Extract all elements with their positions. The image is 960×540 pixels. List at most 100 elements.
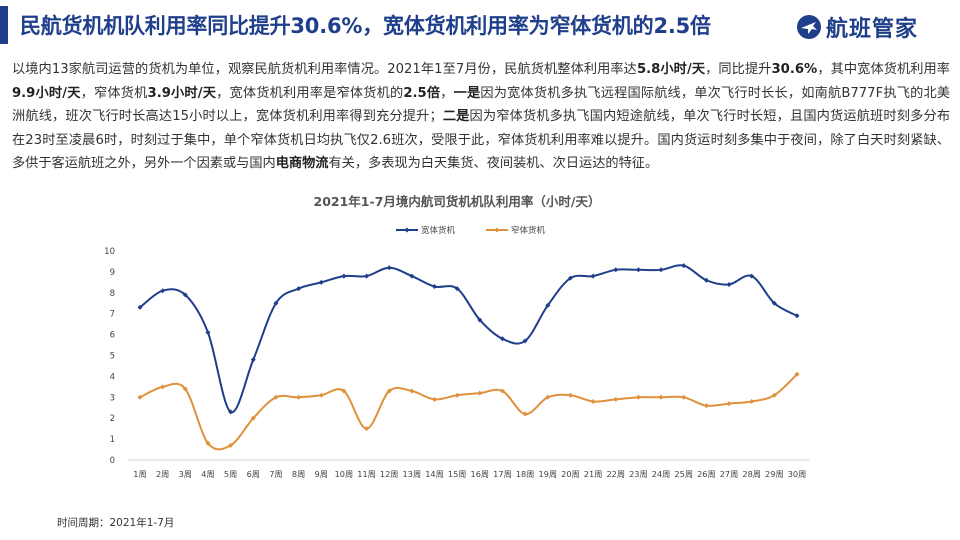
x-tick-label: 10周 [335, 469, 354, 479]
logo-text: 航班管家 [826, 17, 919, 42]
x-tick-label: 23周 [629, 469, 648, 479]
paragraph-highlight: 5.8小时/天 [636, 62, 706, 77]
y-tick-label: 8 [110, 289, 115, 299]
legend-marker [404, 227, 410, 233]
chart-title: 2021年1-7月境内航司货机机队利用率（小时/天） [314, 194, 601, 209]
data-point [794, 313, 800, 319]
x-tick-label: 16周 [471, 469, 490, 479]
data-point [590, 273, 596, 279]
description-paragraph: 以境内13家航司运营的货机为单位，观察民航货机利用率情况。2021年1至7月份，… [12, 58, 950, 176]
legend-marker [494, 227, 500, 233]
paragraph-highlight: 二是 [442, 109, 470, 124]
data-point [160, 288, 166, 294]
data-point [160, 384, 166, 390]
paragraph-highlight: 30.6% [771, 62, 818, 77]
data-point [703, 403, 709, 409]
paragraph-text: ，宽体货机利用率是窄体货机的 [216, 85, 404, 101]
x-tick-label: 3周 [179, 469, 192, 479]
title-accent-bar [0, 6, 8, 44]
data-point [499, 336, 505, 342]
data-point [613, 267, 619, 273]
data-point [522, 338, 528, 344]
data-point [296, 286, 302, 292]
paragraph-text: 以境内13家航司运营的货机为单位，观察民航货机利用率情况。2021年1至7月份，… [12, 62, 637, 77]
x-tick-label: 13周 [403, 469, 422, 479]
x-tick-label: 28周 [742, 469, 761, 479]
data-point [341, 388, 347, 394]
data-point [364, 426, 370, 432]
x-tick-label: 18周 [516, 469, 535, 479]
x-tick-label: 8周 [292, 469, 305, 479]
x-tick-label: 14周 [425, 469, 444, 479]
data-point [454, 286, 460, 292]
y-axis: 0 1 2 3 4 5 6 7 8 9 10 [104, 247, 115, 466]
data-point [726, 401, 732, 407]
y-tick-label: 5 [110, 352, 115, 362]
data-point [205, 440, 211, 446]
x-tick-label: 5周 [224, 469, 237, 479]
data-point [454, 392, 460, 398]
data-point [590, 398, 596, 404]
page-title: 民航货机机队利用率同比提升30.6%，宽体货机利用率为窄体货机的2.5倍 [20, 14, 711, 38]
data-point [318, 279, 324, 285]
data-point [409, 273, 415, 279]
data-point [567, 275, 573, 281]
x-tick-label: 20周 [561, 469, 580, 479]
data-point [681, 394, 687, 400]
x-tick-label: 12周 [380, 469, 399, 479]
utilization-line-chart: 2021年1-7月境内航司货机机队利用率（小时/天） 宽体货机 窄体货机 0123… [104, 194, 809, 479]
x-tick-label: 7周 [269, 469, 282, 479]
chart-series [137, 263, 800, 451]
data-point [296, 394, 302, 400]
data-point [771, 392, 777, 398]
time-period-note: 时间周期：2021年1-7月 [57, 517, 175, 529]
series-line-2 [139, 373, 798, 451]
data-point [228, 409, 234, 415]
paragraph-highlight: 9.9小时/天 [12, 85, 81, 101]
data-point [635, 394, 641, 400]
data-point [499, 388, 505, 394]
data-point [273, 394, 279, 400]
paragraph-text: 有关，多表现为白天集货、夜间装机、次日运达的特征。 [328, 156, 659, 171]
x-tick-label: 1周 [133, 469, 146, 479]
data-point [477, 390, 483, 396]
y-tick-label: 10 [104, 247, 115, 257]
data-point [182, 386, 188, 392]
data-point [726, 281, 732, 287]
data-point [681, 263, 687, 269]
plane-logo-icon [797, 15, 821, 39]
data-point [386, 265, 392, 271]
brand-logo: 航班管家 [796, 12, 918, 42]
data-point [545, 394, 551, 400]
x-tick-label: 24周 [652, 469, 671, 479]
x-tick-label: 25周 [674, 469, 693, 479]
data-point [658, 394, 664, 400]
x-tick-label: 6周 [247, 469, 260, 479]
data-point [432, 396, 438, 402]
data-point [477, 317, 483, 323]
legend-entry: 窄体货机 [511, 225, 546, 236]
y-tick-label: 1 [110, 435, 115, 445]
data-point [794, 371, 800, 377]
x-axis: 1周 2周 3周 4周 5周 6周 7周 8周 9周 10周 11周 12周 13周 14周 15周 16周 1… [128, 459, 809, 479]
y-tick-label: 4 [110, 372, 115, 382]
data-point [364, 273, 370, 279]
legend-entry: 宽体货机 [421, 225, 456, 236]
data-point [137, 394, 143, 400]
x-tick-label: 17周 [493, 469, 512, 479]
data-point [658, 267, 664, 273]
data-point [749, 398, 755, 404]
data-point [205, 330, 211, 336]
data-point [250, 357, 256, 363]
x-tick-label: 29周 [765, 469, 784, 479]
x-tick-label: 27周 [720, 469, 739, 479]
data-point [613, 396, 619, 402]
data-point [545, 302, 551, 308]
paragraph-text: ，窄体货机 [80, 85, 148, 101]
data-point [522, 411, 528, 417]
data-point [771, 300, 777, 306]
paragraph-text: 因为窄体货机多执飞国内短途航线，单次飞行时长短，且国内货运航班时刻多分布在23时… [12, 109, 951, 171]
paragraph-text: 因为宽体货机多执飞远程国际航线，单次飞行时长长，如南航B777F执飞的北美洲航线… [12, 85, 951, 125]
x-tick-label: 30周 [788, 469, 807, 479]
data-point [432, 284, 438, 290]
